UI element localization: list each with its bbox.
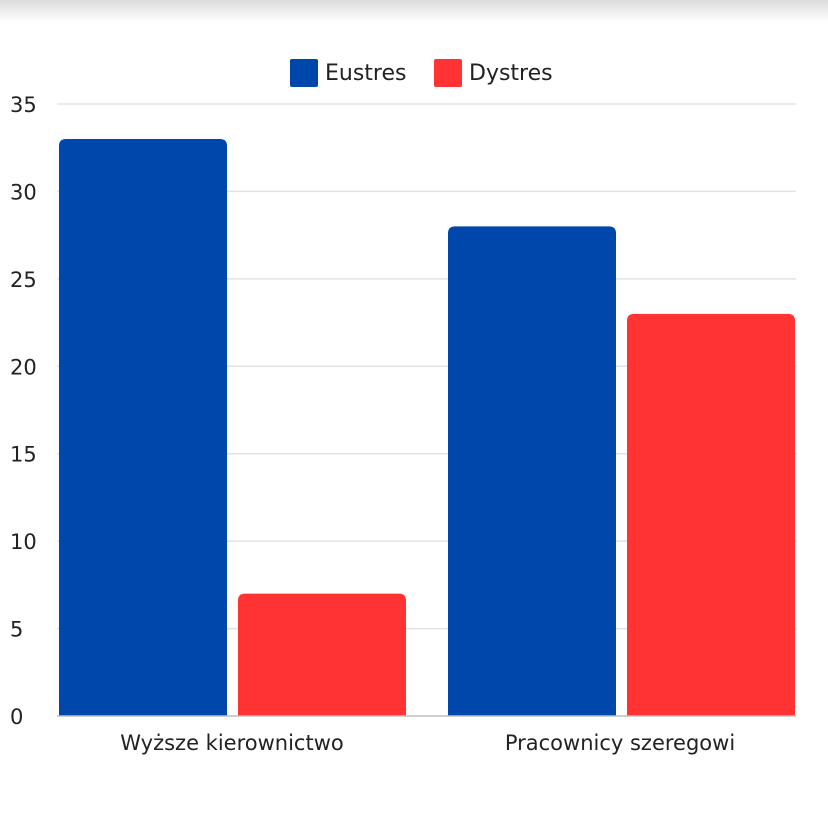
legend-swatch-eustres [290, 59, 318, 87]
bar-eustres-2 [448, 226, 616, 716]
y-tick-label: 20 [10, 355, 37, 379]
top-shade [0, 0, 828, 22]
legend: Eustres Dystres [290, 59, 553, 87]
bars [59, 138, 795, 716]
legend-swatch-dystres [434, 59, 462, 87]
y-tick-label: 30 [10, 180, 37, 204]
legend-label-dystres: Dystres [469, 61, 553, 86]
bar-eustres-1 [59, 138, 227, 716]
y-tick-label: 10 [10, 530, 37, 554]
bar-dystres-2 [627, 313, 795, 716]
x-category-label: Pracownicy szeregowi [505, 731, 735, 755]
y-tick-label: 15 [10, 443, 37, 467]
y-tick-label: 25 [10, 268, 37, 292]
x-axis-category-labels: Wyższe kierownictwo Pracownicy szeregowi [120, 731, 735, 755]
y-tick-label: 0 [10, 705, 23, 729]
y-axis-tick-labels: 0 5 10 15 20 25 30 35 [10, 93, 37, 729]
y-tick-label: 5 [10, 618, 23, 642]
x-category-label: Wyższe kierownictwo [120, 731, 343, 755]
bar-dystres-1 [238, 593, 406, 716]
y-tick-label: 35 [10, 93, 37, 117]
legend-label-eustres: Eustres [325, 61, 407, 86]
